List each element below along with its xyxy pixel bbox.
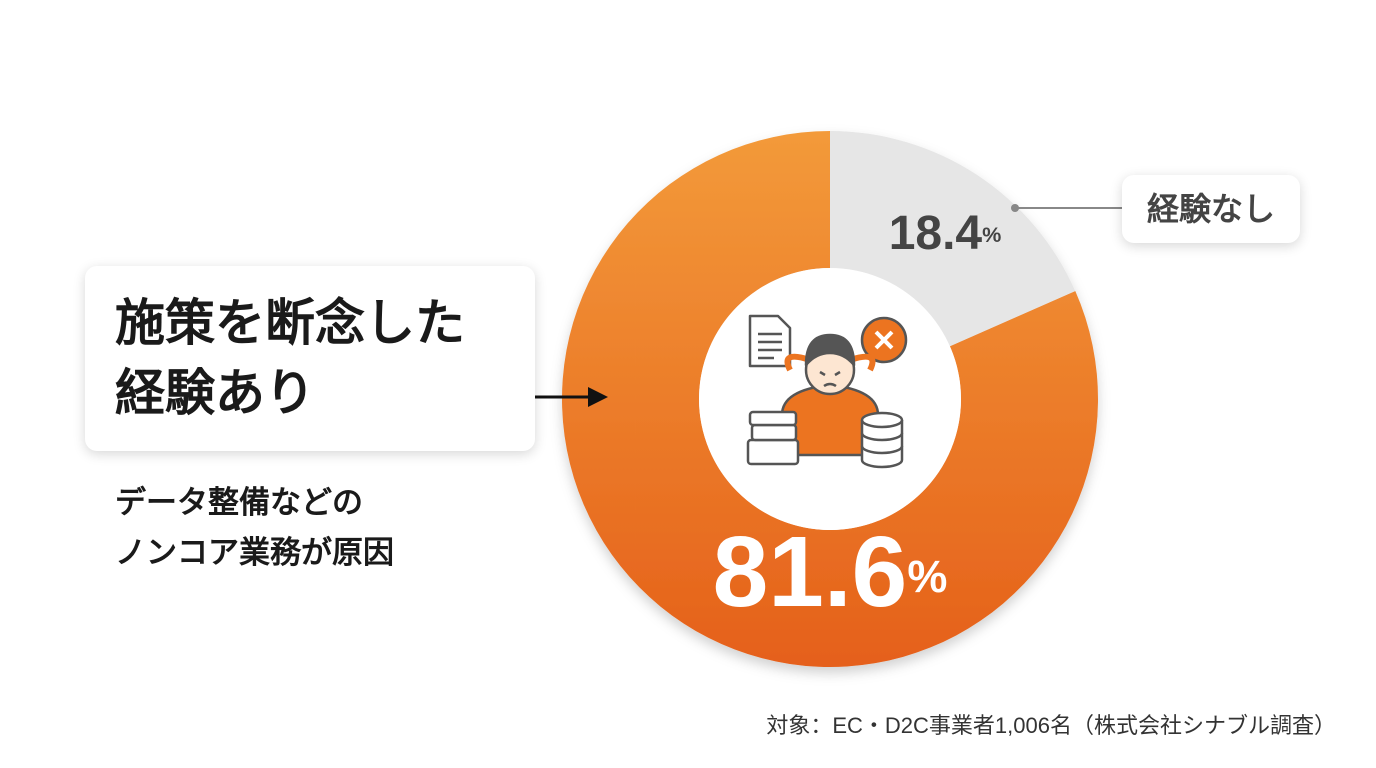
annotation-line: データ整備などの <box>115 485 363 520</box>
annotation-line: ノンコア業務が原因 <box>115 535 394 570</box>
slice <box>830 131 1076 347</box>
category-label: 施策を断念した経験あり <box>115 295 465 421</box>
label-box: 経験なし <box>1122 175 1300 243</box>
value-label: 81.6% <box>713 516 948 628</box>
footnote: 対象：EC・D2C事業者1,006名（株式会社シナブル調査） <box>766 713 1336 738</box>
leader-dot <box>1011 204 1019 212</box>
category-label: 経験なし <box>1146 191 1275 227</box>
icon <box>746 314 908 469</box>
slice <box>562 131 1098 668</box>
arrow-head <box>588 387 608 407</box>
label-box: 施策を断念した経験あり <box>85 266 535 451</box>
value-label: 18.4% <box>889 207 1002 260</box>
annotation: データ整備などの ノンコア業務が原因 <box>115 478 394 578</box>
donut <box>562 131 1098 668</box>
